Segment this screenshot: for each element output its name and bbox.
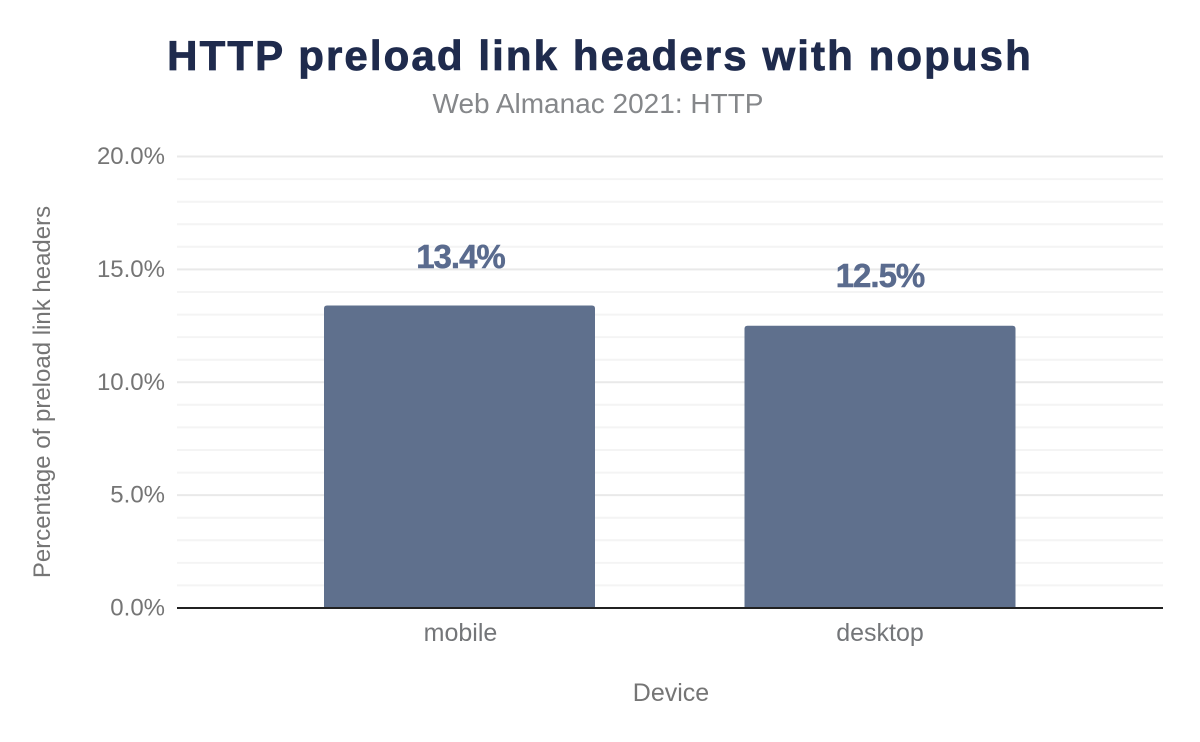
svg-text:15.0%: 15.0% [97,256,165,283]
svg-text:Web Almanac 2021: HTTP: Web Almanac 2021: HTTP [433,88,764,119]
svg-text:Device: Device [633,679,709,707]
svg-text:desktop: desktop [836,619,924,647]
svg-text:12.5%: 12.5% [836,257,925,294]
svg-text:10.0%: 10.0% [97,369,165,396]
svg-text:mobile: mobile [424,619,498,647]
svg-text:5.0%: 5.0% [110,482,165,509]
svg-text:Percentage of preload link hea: Percentage of preload link headers [29,206,56,578]
svg-text:HTTP preload link headers with: HTTP preload link headers with nopush [167,32,1033,79]
svg-text:13.4%: 13.4% [416,238,505,275]
svg-text:0.0%: 0.0% [110,595,165,622]
svg-text:20.0%: 20.0% [97,143,165,170]
